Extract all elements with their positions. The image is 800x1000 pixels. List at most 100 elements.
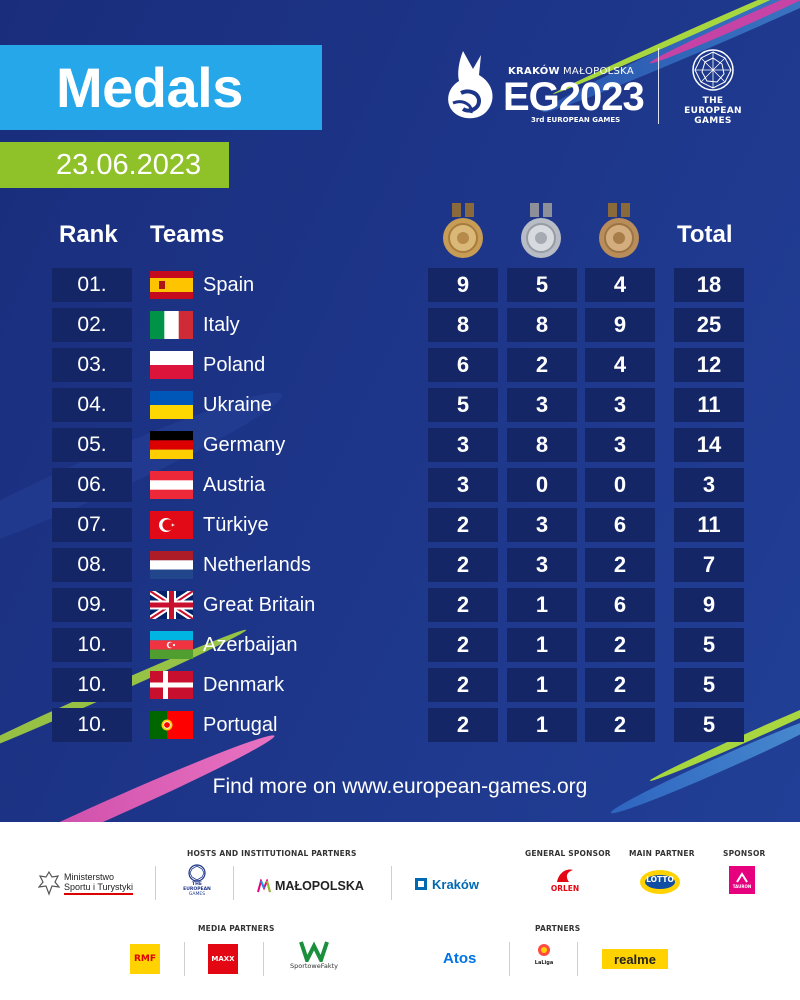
total-count: 12 [674,348,744,382]
rmf-text: RMF [133,954,157,964]
silver-count: 2 [507,348,577,382]
sponsor-heading: SPONSOR [723,849,766,858]
hosts-heading: HOSTS AND INSTITUTIONAL PARTNERS [187,849,357,858]
logo-divider [658,48,659,124]
gold-count: 2 [428,708,498,742]
total-count: 5 [674,628,744,662]
rank-cell: 09. [52,588,132,622]
malopolska-text: MAŁOPOLSKA [275,879,364,893]
orlen-logo[interactable]: ORLEN [547,866,583,898]
realme-logo[interactable]: realme [602,949,668,969]
wp-mark-icon [299,941,329,962]
total-count: 18 [674,268,744,302]
table-row: 02. Italy 8 8 9 25 [0,308,800,342]
silver-count: 3 [507,548,577,582]
total-count: 14 [674,428,744,462]
team-name: Italy [203,313,240,336]
sportowefakty-logo[interactable]: SportoweFakty [284,940,344,980]
malopolska-logo[interactable]: MAŁOPOLSKA [257,876,364,896]
italy-flag-icon [150,311,193,339]
atos-logo[interactable]: Atos [443,948,476,968]
ministry-line2: Sportu i Turystyki [64,881,134,892]
tauron-logo[interactable]: TAURON [729,866,755,894]
eg-small-line1: THE [192,882,202,887]
silver-count: 1 [507,668,577,702]
silver-count: 1 [507,628,577,662]
maxx-text: MAXX [211,955,235,963]
netherlands-flag-icon [150,551,193,579]
silver-count: 8 [507,308,577,342]
medal-table-poster: Medals 23.06.2023 KRAKÓW MAŁOPOLSKA EG20… [0,0,800,822]
globe-icon [692,49,734,91]
bronze-count: 4 [585,348,655,382]
krakow-logo[interactable]: Kraków [414,874,479,894]
team-name: Poland [203,353,266,376]
rmf-logo[interactable]: RMF [130,944,160,974]
realme-text: realme [614,951,656,967]
eg-city-malopolska: MAŁOPOLSKA [563,66,635,77]
rank-cell: 03. [52,348,132,382]
lotto-logo[interactable]: LOTTO [638,866,682,898]
team-name: Netherlands [203,553,311,576]
bronze-count: 2 [585,668,655,702]
gold-count: 9 [428,268,498,302]
laliga-logo[interactable]: LaLiga [530,942,558,976]
table-row: 06. Austria 3 0 0 3 [0,468,800,502]
european-games-small-logo[interactable]: THE EUROPEAN GAMES [180,864,214,904]
table-row: 10. Denmark 2 1 2 5 [0,668,800,702]
dragon-flame-icon [448,51,493,119]
ministry-logo[interactable]: Ministerstwo Sportu i Turystyki [38,868,134,898]
silver-count: 1 [507,708,577,742]
total-count: 25 [674,308,744,342]
atos-text: Atos [443,949,477,967]
column-header-total: Total [677,221,733,248]
rank-cell: 04. [52,388,132,422]
divider [509,942,510,976]
total-count: 11 [674,388,744,422]
tauron-text: TAURON [732,883,752,889]
team-name: Denmark [203,673,285,696]
table-row: 08. Netherlands 2 3 2 7 [0,548,800,582]
teg-line1: THE EUROPEAN [684,96,742,116]
rank-cell: 07. [52,508,132,542]
sponsors-panel: HOSTS AND INSTITUTIONAL PARTNERS GENERAL… [0,822,800,1000]
bronze-medal-icon [599,203,639,258]
silver-count: 5 [507,268,577,302]
divider [155,866,156,900]
divider [263,942,264,976]
team-name: Austria [203,473,266,496]
rmf-maxx-logo[interactable]: MAXX [208,944,238,974]
silver-count: 3 [507,388,577,422]
m-mark-icon [257,879,271,893]
team-name: Portugal [203,713,278,736]
denmark-flag-icon [150,671,193,699]
gold-count: 2 [428,628,498,662]
eagle-emblem-icon [38,870,60,896]
austria-flag-icon [150,471,193,499]
eg-subtitle: 3rd EUROPEAN GAMES [531,116,621,124]
gold-count: 3 [428,428,498,462]
bronze-count: 2 [585,628,655,662]
gold-count: 2 [428,588,498,622]
laliga-ball-icon [538,944,550,956]
column-header-teams: Teams [150,221,225,248]
table-row: 10. Portugal 2 1 2 5 [0,708,800,742]
bronze-count: 2 [585,548,655,582]
table-row: 10. Azerbaijan 2 1 2 5 [0,628,800,662]
table-row: 05. Germany 3 8 3 14 [0,428,800,462]
rank-cell: 08. [52,548,132,582]
bronze-count: 0 [585,468,655,502]
lotto-badge-icon [640,870,680,894]
main-partner-heading: MAIN PARTNER [629,849,695,858]
column-header-rank: Rank [59,221,118,248]
sportowe-text: SportoweFakty [289,962,339,970]
total-count: 5 [674,708,744,742]
table-row: 03. Poland 6 2 4 12 [0,348,800,382]
table-row: 01. Spain 9 5 4 18 [0,268,800,302]
gold-count: 5 [428,388,498,422]
bronze-count: 3 [585,428,655,462]
krakow-mark-icon [415,878,427,890]
tauron-mark-icon [736,871,748,883]
website-link[interactable]: Find more on www.european-games.org [212,775,588,798]
team-name: Great Britain [203,593,316,616]
